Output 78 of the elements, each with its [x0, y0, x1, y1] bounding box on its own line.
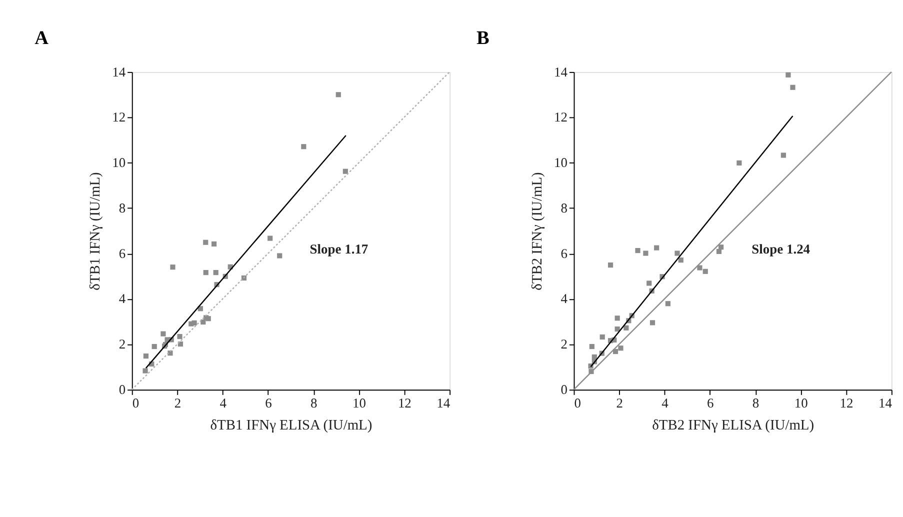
point [213, 270, 218, 276]
point [790, 84, 796, 90]
point [152, 344, 157, 350]
chart-title: B [476, 28, 490, 50]
y-tick-label: 0 [560, 382, 568, 397]
point [160, 331, 166, 336]
y-tick-label: 6 [560, 246, 568, 261]
y-tick-label: 0 [118, 382, 126, 397]
point [170, 264, 176, 270]
point [702, 268, 708, 274]
point [301, 144, 306, 150]
point [650, 320, 656, 326]
y-tick-label: 4 [118, 291, 126, 306]
point [192, 320, 197, 326]
x-tick-label: 0 [132, 395, 140, 410]
chart-title: A [34, 28, 49, 50]
point [600, 334, 605, 340]
point [780, 152, 786, 158]
x-tick-label: 0 [574, 395, 582, 410]
point [142, 368, 148, 374]
point [336, 92, 341, 98]
y-tick-label: 8 [560, 200, 568, 216]
x-tick-label: 2 [174, 395, 182, 410]
y-axis-title: δTB2 IFNγ (IU/mL) [530, 172, 546, 290]
point [203, 270, 208, 276]
annotation: Slope 1.24 [752, 242, 810, 257]
x-axis-title: δTB1 IFNγ ELISA (IU/mL) [210, 418, 372, 434]
point [177, 334, 182, 340]
x-tick-label: 12 [840, 395, 854, 410]
x-tick-label: 12 [398, 395, 412, 410]
point [786, 72, 791, 78]
x-tick-label: 6 [265, 395, 272, 410]
point [654, 245, 660, 250]
x-tick-label: 2 [616, 395, 623, 410]
x-tick-label: 14 [878, 395, 892, 410]
x-tick-label: 14 [436, 395, 450, 410]
y-tick-label: 4 [560, 291, 568, 306]
point [589, 344, 594, 350]
point [143, 354, 149, 359]
point [211, 241, 217, 247]
point [643, 250, 648, 256]
x-tick-label: 8 [310, 395, 318, 410]
point [203, 240, 208, 245]
point [718, 244, 724, 250]
point [646, 280, 652, 286]
point [608, 262, 614, 268]
point [618, 346, 624, 351]
point [674, 250, 680, 256]
point [277, 253, 282, 258]
y-tick-label: 10 [112, 155, 126, 170]
x-tick-label: 10 [794, 395, 808, 410]
point [614, 316, 620, 321]
point [678, 258, 684, 263]
y-tick-label: 10 [554, 155, 568, 170]
x-axis-title: δTB2 IFNγ ELISA (IU/mL) [652, 418, 814, 434]
point [736, 160, 742, 166]
x-tick-label: 8 [752, 395, 760, 410]
point [635, 248, 640, 254]
y-axis-title: δTB1 IFNγ (IU/mL) [88, 172, 104, 290]
point [716, 248, 722, 254]
y-tick-label: 2 [560, 336, 568, 352]
x-tick-label: 4 [220, 395, 227, 410]
x-tick-label: 6 [707, 395, 714, 410]
point [342, 168, 348, 174]
y-tick-label: 12 [554, 110, 568, 125]
point [665, 301, 670, 306]
y-tick-label: 8 [118, 200, 126, 216]
point [268, 236, 273, 241]
point [697, 265, 702, 270]
x-tick-label: 10 [352, 395, 366, 410]
point [624, 325, 629, 330]
y-tick-label: 14 [112, 64, 126, 80]
y-tick-label: 2 [118, 336, 126, 352]
y-tick-label: 6 [118, 246, 126, 261]
x-tick-label: 4 [662, 395, 669, 410]
annotation: Slope 1.17 [310, 242, 368, 257]
y-tick-label: 14 [554, 64, 568, 80]
y-tick-label: 12 [112, 110, 126, 125]
